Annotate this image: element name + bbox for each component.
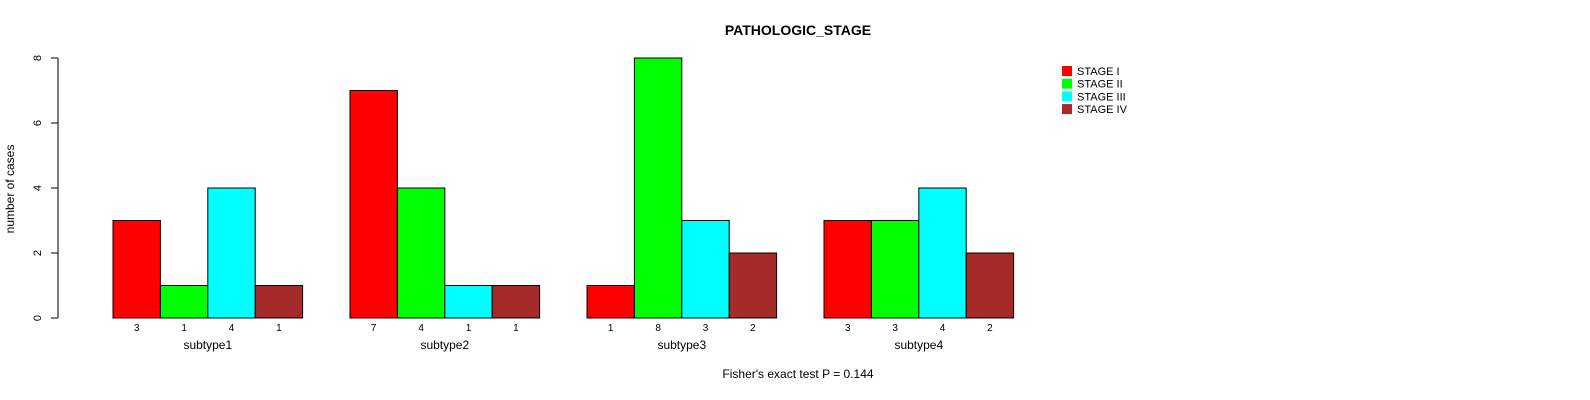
bar-subtype2-stage-iv <box>491 285 541 319</box>
legend-label: STAGE III <box>1077 91 1126 103</box>
bar-count-label: 3 <box>134 323 140 334</box>
category-label-subtype4: subtype4 <box>894 338 943 352</box>
legend-label: STAGE I <box>1077 66 1120 78</box>
bar-subtype4-stage-iv <box>965 252 1015 319</box>
bar-subtype2-stage-ii <box>396 187 446 319</box>
legend-swatch <box>1062 104 1072 115</box>
bar-subtype3-stage-iii <box>681 220 730 319</box>
legend-swatch <box>1062 66 1072 76</box>
bar-count-label: 4 <box>418 323 424 334</box>
bar-subtype1-stage-iv <box>254 285 304 319</box>
bar-subtype1-stage-i <box>112 220 161 319</box>
bar-subtype1-stage-ii <box>159 285 209 319</box>
bars <box>112 57 1015 319</box>
bar-count-label: 3 <box>892 323 898 334</box>
category-label-subtype3: subtype3 <box>657 338 706 352</box>
bar-subtype3-stage-ii <box>633 57 683 319</box>
bar-count-label: 1 <box>276 323 282 334</box>
y-axis-label: number of cases <box>3 145 17 234</box>
bar-count-label: 4 <box>940 323 946 334</box>
category-labels: subtype1 subtype2 subtype3 subtype4 <box>183 338 943 352</box>
bar-subtype2-stage-iii <box>444 285 493 319</box>
bar-count-label: 7 <box>371 323 377 334</box>
legend-swatch <box>1062 78 1072 89</box>
legend-label: STAGE II <box>1077 79 1123 91</box>
bar-count-label: 4 <box>229 323 235 334</box>
bar-count-label: 2 <box>750 323 756 334</box>
y-axis: 0 2 4 6 8 <box>32 55 59 321</box>
bar-subtype4-stage-ii <box>870 220 920 319</box>
chart-title: PATHOLOGIC_STAGE <box>725 22 871 38</box>
bar-count-label: 1 <box>513 323 519 334</box>
bar-subtype3-stage-i <box>586 285 635 319</box>
bar-subtype3-stage-iv <box>728 252 778 319</box>
bar-subtype1-stage-iii <box>207 187 256 319</box>
count-labels: 3 1 4 1 7 4 1 1 1 8 3 2 3 3 4 2 <box>134 323 993 334</box>
bar-count-label: 8 <box>655 323 661 334</box>
y-tick-label: 6 <box>32 120 44 126</box>
bar-subtype2-stage-i <box>349 90 398 319</box>
y-tick-label: 0 <box>32 315 44 321</box>
bar-count-label: 3 <box>845 323 851 334</box>
y-tick-label: 8 <box>32 55 44 61</box>
legend-swatch <box>1062 91 1072 102</box>
bar-subtype4-stage-i <box>823 220 872 319</box>
y-tick-label: 2 <box>32 250 44 256</box>
bar-count-label: 2 <box>987 323 993 334</box>
fisher-test-footnote: Fisher's exact test P = 0.144 <box>722 367 873 381</box>
legend-label: STAGE IV <box>1077 104 1128 116</box>
bar-subtype4-stage-iii <box>918 187 967 319</box>
bar-count-label: 1 <box>608 323 614 334</box>
bar-count-label: 3 <box>703 323 709 334</box>
bar-count-label: 1 <box>466 323 472 334</box>
bar-count-label: 1 <box>181 323 187 334</box>
category-label-subtype2: subtype2 <box>420 338 469 352</box>
y-tick-label: 4 <box>32 185 44 191</box>
category-label-subtype1: subtype1 <box>183 338 232 352</box>
